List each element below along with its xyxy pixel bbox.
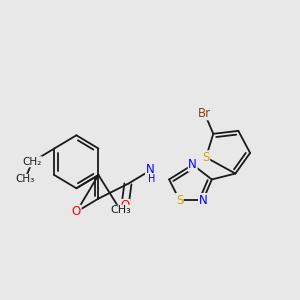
Text: O: O — [120, 200, 130, 212]
Text: CH₃: CH₃ — [110, 206, 131, 215]
Text: S: S — [202, 151, 210, 164]
Text: N: N — [199, 194, 207, 207]
Text: N: N — [188, 158, 197, 171]
Text: O: O — [72, 205, 81, 218]
Text: CH₂: CH₂ — [22, 157, 42, 167]
Text: Br: Br — [198, 107, 211, 120]
Text: CH₃: CH₃ — [15, 174, 34, 184]
Text: S: S — [176, 194, 183, 207]
Text: N: N — [146, 163, 154, 176]
Text: H: H — [148, 174, 155, 184]
